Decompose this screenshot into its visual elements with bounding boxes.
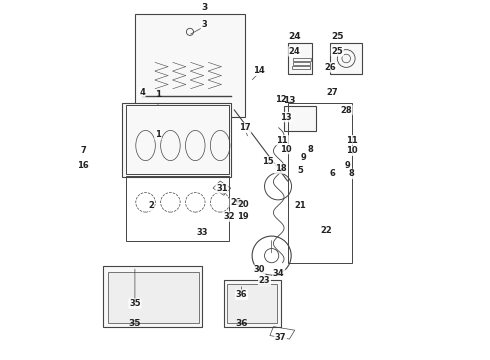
- Text: 6: 6: [329, 170, 335, 179]
- Text: 14: 14: [253, 67, 265, 76]
- Text: 9: 9: [345, 161, 351, 170]
- FancyBboxPatch shape: [108, 271, 199, 323]
- FancyBboxPatch shape: [224, 280, 280, 327]
- Text: 3: 3: [201, 3, 207, 12]
- Text: 10: 10: [346, 147, 357, 156]
- Text: 15: 15: [262, 157, 274, 166]
- Text: 4: 4: [139, 88, 145, 97]
- FancyBboxPatch shape: [135, 14, 245, 117]
- Text: 23: 23: [259, 276, 270, 285]
- Text: 8: 8: [349, 170, 354, 179]
- Text: 36: 36: [236, 290, 247, 299]
- Text: 19: 19: [238, 212, 249, 221]
- Text: 20: 20: [238, 199, 249, 208]
- Text: 26: 26: [324, 63, 336, 72]
- Text: 34: 34: [273, 269, 285, 278]
- Text: 31: 31: [216, 184, 228, 193]
- Text: 21: 21: [294, 201, 306, 210]
- FancyBboxPatch shape: [103, 266, 202, 327]
- Text: 12: 12: [274, 95, 286, 104]
- Text: 1: 1: [155, 130, 161, 139]
- Text: 32: 32: [223, 212, 235, 221]
- FancyBboxPatch shape: [227, 284, 277, 323]
- FancyBboxPatch shape: [288, 42, 313, 75]
- Text: 25: 25: [331, 32, 343, 41]
- Text: 29: 29: [230, 198, 242, 207]
- Text: 2: 2: [148, 201, 154, 210]
- Text: 3: 3: [201, 20, 207, 29]
- Text: 22: 22: [321, 226, 333, 235]
- Text: 36: 36: [235, 319, 248, 328]
- Text: 11: 11: [276, 136, 288, 145]
- Text: 37: 37: [275, 333, 286, 342]
- Text: 1: 1: [155, 90, 161, 99]
- Text: 9: 9: [301, 153, 306, 162]
- Text: 11: 11: [345, 136, 357, 145]
- Text: 33: 33: [196, 228, 208, 237]
- Text: 24: 24: [289, 47, 300, 56]
- Text: 27: 27: [326, 88, 338, 97]
- FancyBboxPatch shape: [284, 107, 316, 131]
- Text: 30: 30: [253, 265, 265, 274]
- Text: 35: 35: [129, 319, 141, 328]
- Text: 35: 35: [129, 299, 141, 308]
- Text: 25: 25: [331, 47, 343, 56]
- FancyBboxPatch shape: [330, 42, 362, 75]
- Text: 24: 24: [289, 32, 301, 41]
- Text: 17: 17: [239, 123, 251, 132]
- Text: 13: 13: [280, 113, 292, 122]
- Text: 8: 8: [308, 145, 314, 154]
- Text: 16: 16: [77, 161, 89, 170]
- Text: 5: 5: [297, 166, 303, 175]
- Text: 13: 13: [283, 96, 295, 105]
- FancyBboxPatch shape: [122, 103, 231, 177]
- Text: 10: 10: [280, 145, 292, 154]
- Text: 7: 7: [80, 147, 86, 156]
- Text: 18: 18: [275, 164, 286, 173]
- Text: 28: 28: [341, 105, 352, 114]
